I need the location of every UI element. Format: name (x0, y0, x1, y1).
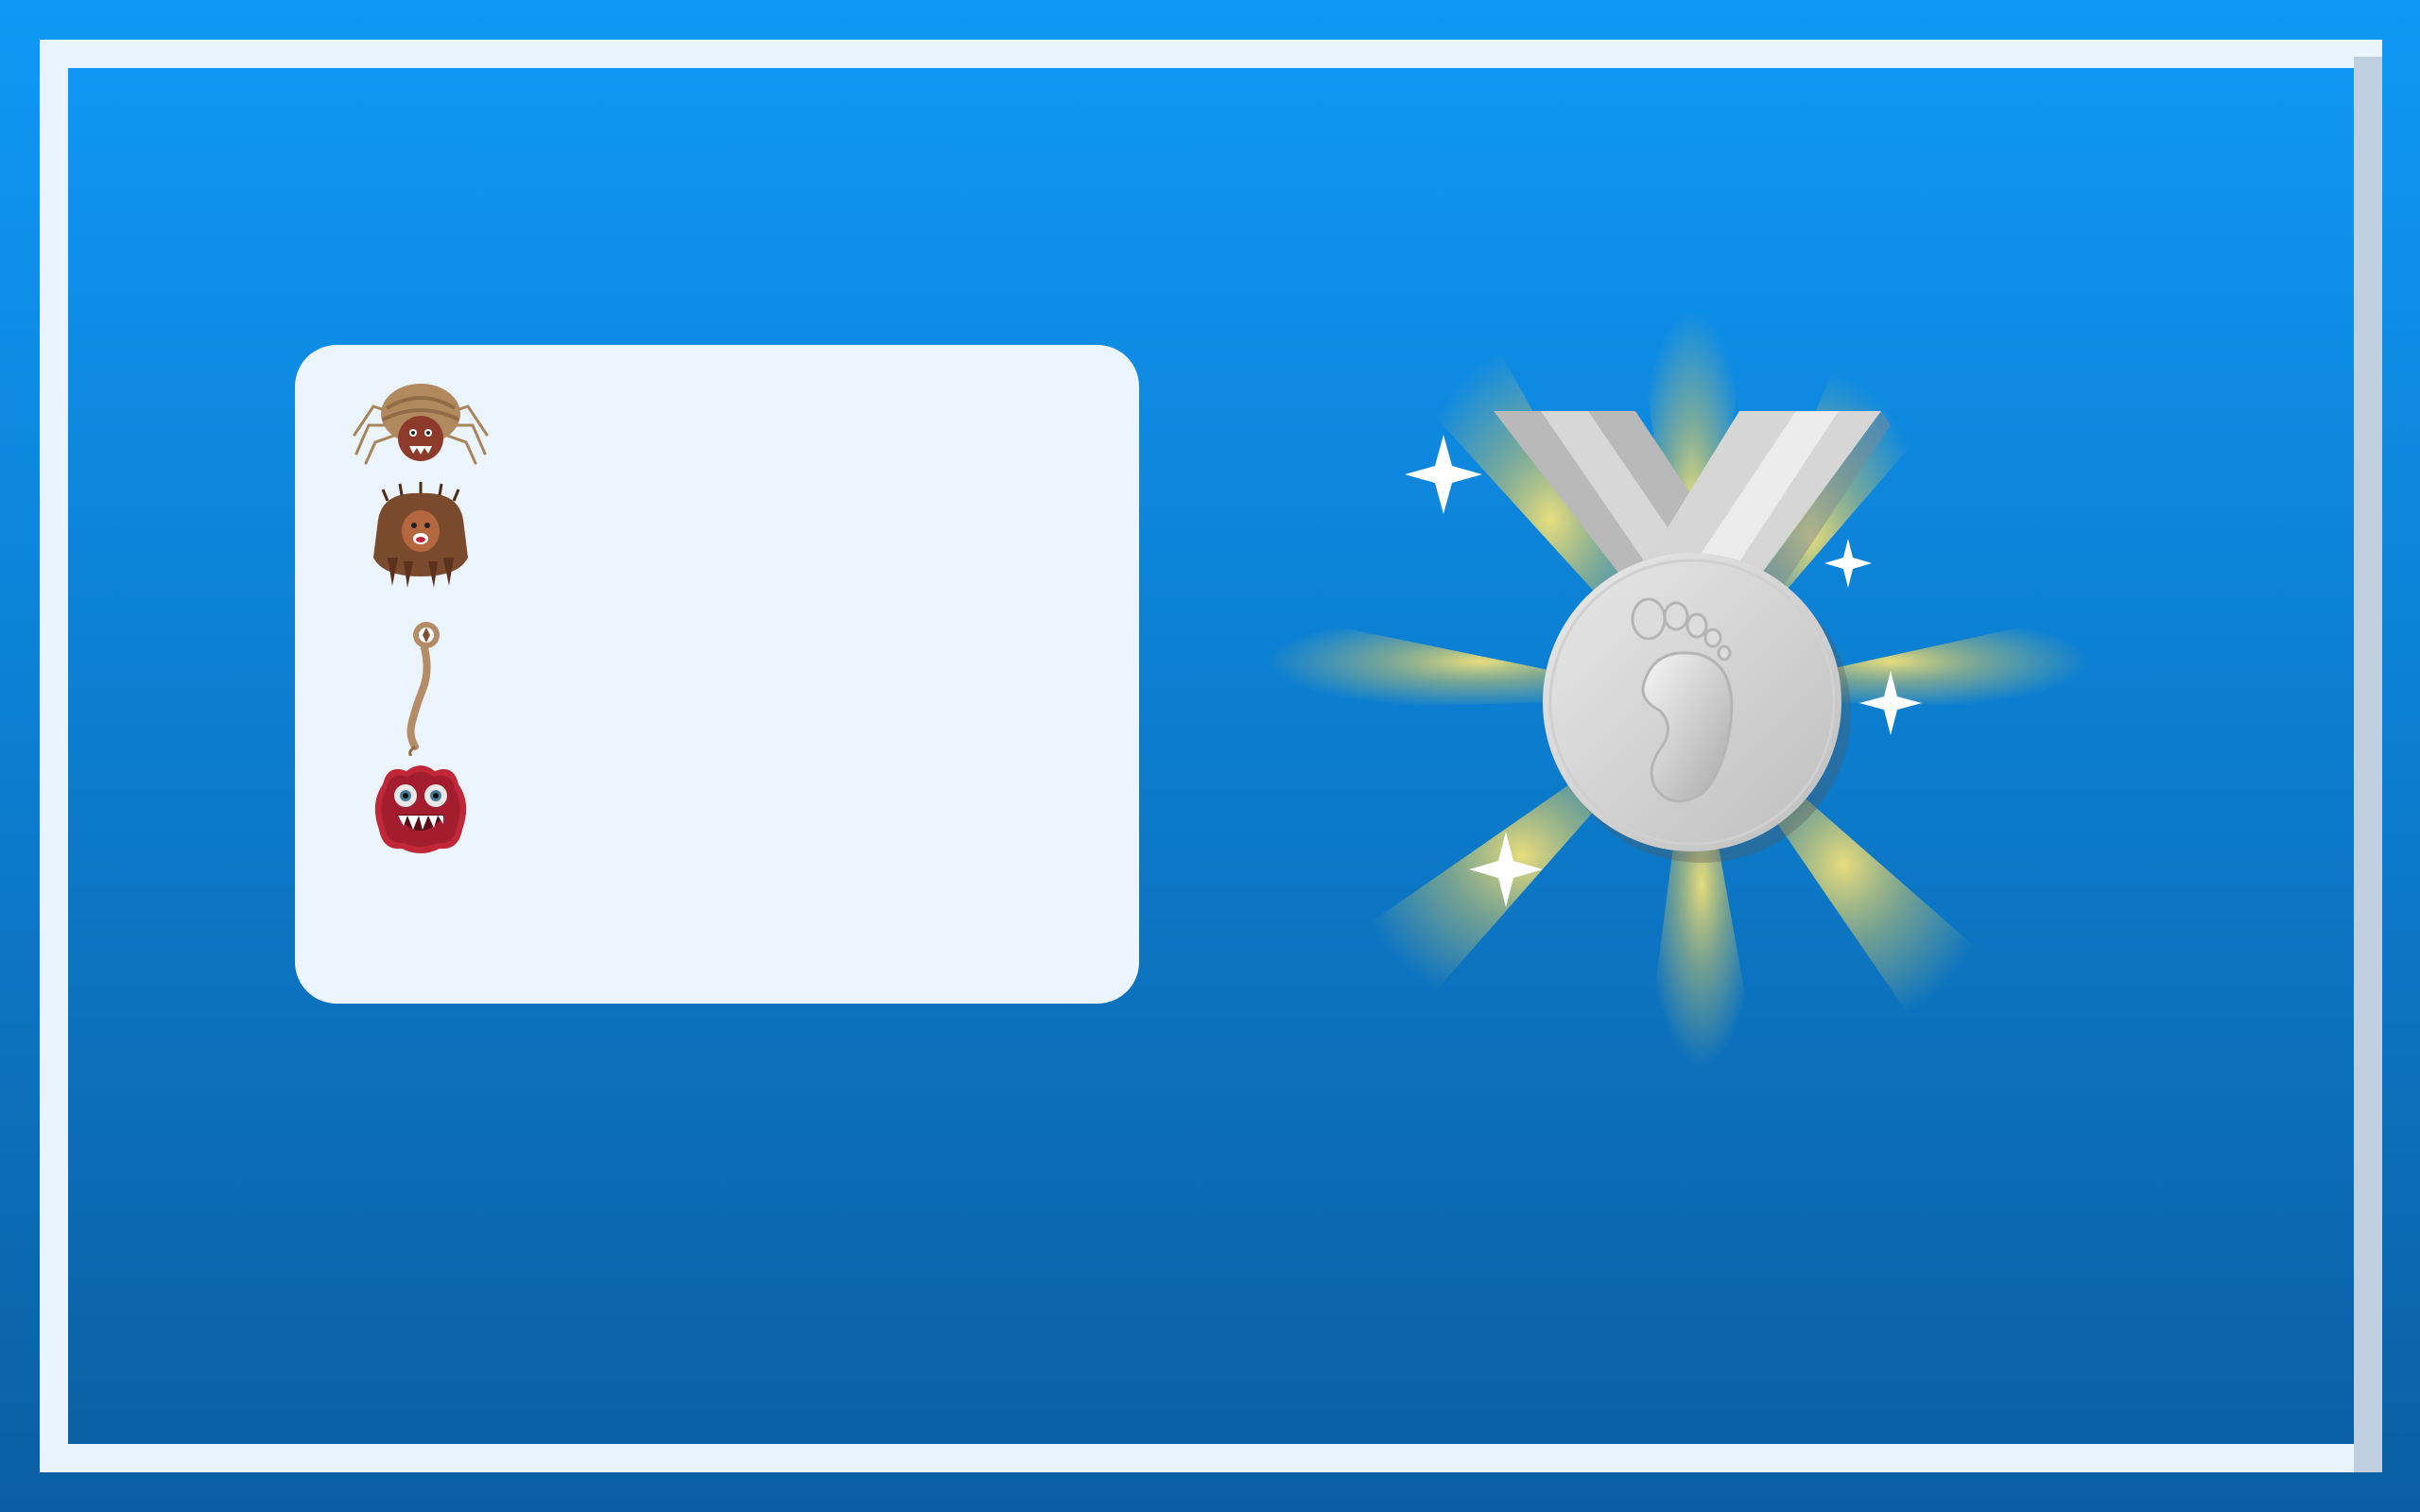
hairy-bug-icon (345, 482, 496, 595)
silver-medal (1229, 284, 2136, 1096)
spider-bug-icon (345, 369, 496, 482)
footprint-icon (1631, 597, 1734, 803)
red-germ-icon (345, 756, 496, 869)
sparkles (1405, 435, 1922, 907)
worm-parasite-icon (345, 614, 496, 756)
frame-shadow (2354, 57, 2382, 1472)
